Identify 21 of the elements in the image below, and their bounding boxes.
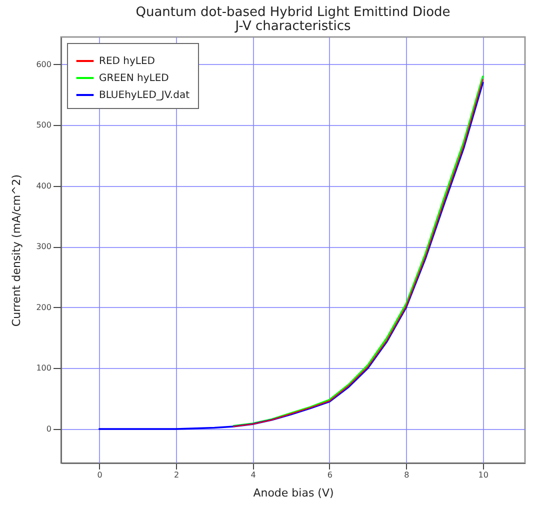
legend-label: RED hyLED — [99, 56, 156, 67]
y-tick-label: 400 — [36, 181, 52, 190]
y-tick-label: 100 — [36, 364, 52, 373]
y-tick-label: 200 — [36, 302, 52, 312]
legend-label: BLUEhyLED_JV.dat — [99, 90, 190, 101]
x-tick-label: 10 — [478, 470, 488, 480]
y-tick-label: 0 — [46, 424, 52, 434]
x-tick-label: 0 — [97, 470, 102, 480]
x-axis-title: Anode bias (V) — [253, 486, 334, 500]
x-tick-label: 8 — [404, 470, 410, 480]
y-tick-label: 300 — [36, 242, 52, 252]
x-tick-label: 4 — [250, 470, 256, 480]
x-tick-label: 6 — [327, 470, 332, 480]
chart-subtitle: J-V characteristics — [234, 19, 352, 34]
y-tick-label: 600 — [36, 60, 52, 69]
line-series — [98, 82, 484, 430]
legend-label: GREEN hyLED — [99, 73, 170, 84]
y-tick-label: 500 — [36, 120, 52, 130]
x-tick-label: 2 — [174, 470, 180, 480]
y-axis-title: Current density (mA/cm^2) — [10, 174, 24, 327]
chart-title: Quantum dot-based Hybrid Light Emittind Diode — [136, 5, 450, 20]
